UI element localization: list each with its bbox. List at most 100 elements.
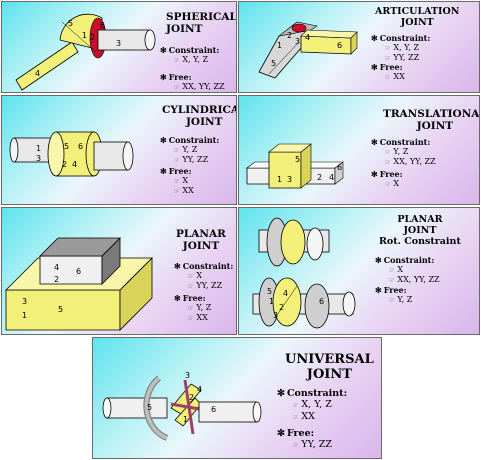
point-label: 3 xyxy=(22,297,27,306)
pointing-hand-icon: ☞ xyxy=(293,402,299,409)
spherical-joint-panel: 5 6 1 2 3 4 SPHERICAL JOINT ✻ Constraint:… xyxy=(1,1,237,93)
point-label: 5 xyxy=(58,305,63,314)
point-label: 6 xyxy=(337,163,342,172)
pointing-hand-icon: ☞ xyxy=(385,74,391,81)
pointing-hand-icon: ☞ xyxy=(385,45,391,52)
asterisk-icon: ✻ xyxy=(160,166,167,176)
asterisk-icon: ✻ xyxy=(174,261,181,271)
articulation-joint-panel: 1 2 3 4 5 6 ARTICULATION JOINT ✻ Constrai… xyxy=(238,1,480,93)
point-label: 2 xyxy=(317,173,322,182)
asterisk-icon: ✻ xyxy=(160,72,167,82)
point-label: 3 xyxy=(116,39,121,48)
planar-joint-panel: 4 6 2 3 1 5 PLANAR JOINT ✻ Constraint: ☞ X… xyxy=(1,207,237,335)
point-label: 2 xyxy=(54,275,59,284)
pointing-hand-icon: ☞ xyxy=(385,181,391,188)
point-label: 6 xyxy=(211,405,216,414)
translational-joint-panel: 5 1 3 6 2 4 TRANSLATIONAL JOINT ✻ Constra… xyxy=(238,95,480,205)
point-label: 2 xyxy=(90,33,95,42)
point-label: 3 xyxy=(273,311,278,320)
universal-joint-panel: 5 3 2 4 1 6 UNIVERSAL JOINT ✻ Constraint:… xyxy=(92,337,382,459)
point-label: 6 xyxy=(337,41,342,50)
point-label: 5 xyxy=(295,155,300,164)
pointing-hand-icon: ☞ xyxy=(385,55,391,62)
point-label: 1 xyxy=(22,311,27,320)
joint-title: PLANAR JOINT Rot. Constraint xyxy=(379,214,461,247)
point-label: 6 xyxy=(319,297,324,306)
point-label: 5 xyxy=(271,59,276,68)
free-section: ✻ Free: ☞ YY, ZZ xyxy=(277,428,332,450)
free-section: ✻ Free: ☞ Y, Z ☞ XX xyxy=(174,293,212,323)
point-label: 4 xyxy=(72,160,77,169)
joint-title: PLANAR JOINT xyxy=(176,228,226,252)
pointing-hand-icon: ☞ xyxy=(174,57,180,64)
joint-title: ARTICULATION JOINT xyxy=(375,6,460,28)
cylindrical-joint-drawing: 1 3 5 6 2 4 xyxy=(9,131,134,177)
free-section: ✻ Free: ☞ X xyxy=(371,169,403,189)
joint-title: SPHERICAL JOINT xyxy=(166,11,237,35)
constraint-section: ✻ Constraint: ☞ Y, Z ☞ XX, YY, ZZ xyxy=(371,137,436,167)
pointing-hand-icon: ☞ xyxy=(188,273,194,280)
planar-joint-drawing: 4 6 2 3 1 5 xyxy=(5,237,153,331)
pointing-hand-icon: ☞ xyxy=(174,84,180,91)
asterisk-icon: ✻ xyxy=(371,62,378,72)
point-label: 1 xyxy=(82,31,87,40)
constraint-section: ✻ Constraint: ☞ Y, Z ☞ YY, ZZ xyxy=(160,135,220,165)
point-label: 5 xyxy=(267,287,272,296)
asterisk-icon: ✻ xyxy=(160,45,167,55)
asterisk-icon: ✻ xyxy=(375,285,382,295)
asterisk-icon: ✻ xyxy=(277,428,285,439)
constraint-section: ✻ Constraint: ☞ X ☞ XX, YY, ZZ xyxy=(375,255,440,285)
pointing-hand-icon: ☞ xyxy=(389,277,395,284)
point-label: 4 xyxy=(305,33,310,42)
asterisk-icon: ✻ xyxy=(371,169,378,179)
point-label: 5 xyxy=(147,403,152,412)
point-label: 4 xyxy=(283,289,288,298)
free-section: ✻ Free: ☞ X ☞ XX xyxy=(160,166,194,196)
planar-rot-constraint-panel: 1 2 3 4 5 6 PLANAR JOINT Rot. Constraint… xyxy=(238,207,480,335)
translational-joint-drawing: 5 1 3 6 2 4 xyxy=(246,143,344,189)
pointing-hand-icon: ☞ xyxy=(188,305,194,312)
pointing-hand-icon: ☞ xyxy=(174,188,180,195)
free-section: ✻ Free: ☞ XX, YY, ZZ xyxy=(160,72,225,92)
pointing-hand-icon: ☞ xyxy=(293,414,299,421)
asterisk-icon: ✻ xyxy=(371,33,378,43)
pointing-hand-icon: ☞ xyxy=(385,149,391,156)
pointing-hand-icon: ☞ xyxy=(174,147,180,154)
pointing-hand-icon: ☞ xyxy=(174,178,180,185)
free-section: ✻ Free: ☞ XX xyxy=(371,62,405,82)
pointing-hand-icon: ☞ xyxy=(188,283,194,290)
point-label: 4 xyxy=(54,263,59,272)
point-label: 2 xyxy=(189,393,194,402)
asterisk-icon: ✻ xyxy=(277,388,285,399)
point-label: 6 xyxy=(76,267,81,276)
universal-joint-drawing: 5 3 2 4 1 6 xyxy=(102,371,262,441)
pointing-hand-icon: ☞ xyxy=(385,159,391,166)
point-label: 3 xyxy=(36,154,41,163)
constraint-section: ✻ Constraint: ☞ X, Y, Z ☞ XX xyxy=(277,388,348,422)
pointing-hand-icon: ☞ xyxy=(188,315,194,322)
constraint-section: ✻ Constraint: ☞ X, Y, Z xyxy=(160,45,220,65)
point-label: 4 xyxy=(329,173,334,182)
free-section: ✻ Free: ☞ Y, Z xyxy=(375,285,413,305)
point-label: 4 xyxy=(35,69,40,78)
pointing-hand-icon: ☞ xyxy=(174,157,180,164)
point-label: 3 xyxy=(185,371,190,380)
point-label: 3 xyxy=(287,175,292,184)
point-label: 1 xyxy=(183,415,188,424)
point-label: 2 xyxy=(279,303,284,312)
point-label: 1 xyxy=(269,297,274,306)
asterisk-icon: ✻ xyxy=(160,135,167,145)
articulation-joint-drawing: 1 2 3 4 5 6 xyxy=(258,21,358,79)
asterisk-icon: ✻ xyxy=(375,255,382,265)
point-label: 1 xyxy=(277,41,282,50)
point-label: 6 xyxy=(100,21,105,30)
point-label: 1 xyxy=(36,144,41,153)
pointing-hand-icon: ☞ xyxy=(293,442,299,449)
pointing-hand-icon: ☞ xyxy=(389,297,395,304)
joint-title: TRANSLATIONAL JOINT xyxy=(383,108,480,132)
cylindrical-joint-panel: 1 3 5 6 2 4 CYLINDRICAL JOINT ✻Constrain… xyxy=(1,95,237,205)
asterisk-icon: ✻ xyxy=(174,293,181,303)
point-label: 5 xyxy=(64,142,69,151)
point-label: 5 xyxy=(68,19,73,28)
constraint-section: ✻ Constraint: ☞ X, Y, Z ☞ YY, ZZ xyxy=(371,33,431,63)
